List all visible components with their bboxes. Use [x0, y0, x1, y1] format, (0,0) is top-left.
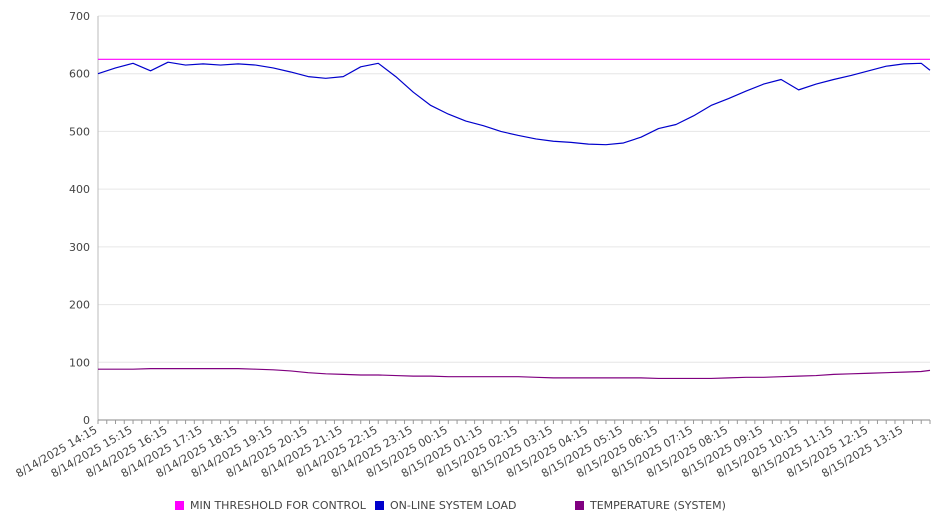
- legend: MIN THRESHOLD FOR CONTROL ON-LINE SYSTEM…: [0, 499, 946, 513]
- series-lines: [97, 58, 931, 380]
- y-tick-label: 600: [69, 68, 90, 81]
- gridlines: [98, 15, 930, 363]
- series-line-1: [97, 61, 931, 146]
- legend-swatch-threshold: [175, 501, 184, 510]
- y-tick-label: 200: [69, 299, 90, 312]
- axes: [97, 16, 931, 424]
- y-tick-label: 400: [69, 183, 90, 196]
- legend-item-system-load[interactable]: ON-LINE SYSTEM LOAD: [375, 499, 516, 512]
- legend-swatch-system-load: [375, 501, 384, 510]
- y-tick-label: 100: [69, 356, 90, 369]
- legend-item-threshold[interactable]: MIN THRESHOLD FOR CONTROL: [175, 499, 366, 512]
- series-line-2: [98, 368, 931, 380]
- x-tick-labels: 8/14/2025 14:158/14/2025 15:158/14/2025 …: [14, 423, 906, 480]
- y-tick-labels: 0 100 200 300 400 500 600 700: [69, 10, 90, 427]
- y-tick-label: 0: [83, 414, 90, 427]
- y-tick-label: 500: [69, 125, 90, 138]
- legend-label-system-load: ON-LINE SYSTEM LOAD: [390, 499, 517, 512]
- legend-label-temperature: TEMPERATURE (SYSTEM): [590, 499, 726, 512]
- legend-swatch-temperature: [575, 501, 584, 510]
- y-tick-label: 700: [69, 10, 90, 23]
- legend-label-threshold: MIN THRESHOLD FOR CONTROL: [190, 499, 366, 512]
- y-tick-label: 300: [69, 241, 90, 254]
- legend-item-temperature[interactable]: TEMPERATURE (SYSTEM): [575, 499, 726, 512]
